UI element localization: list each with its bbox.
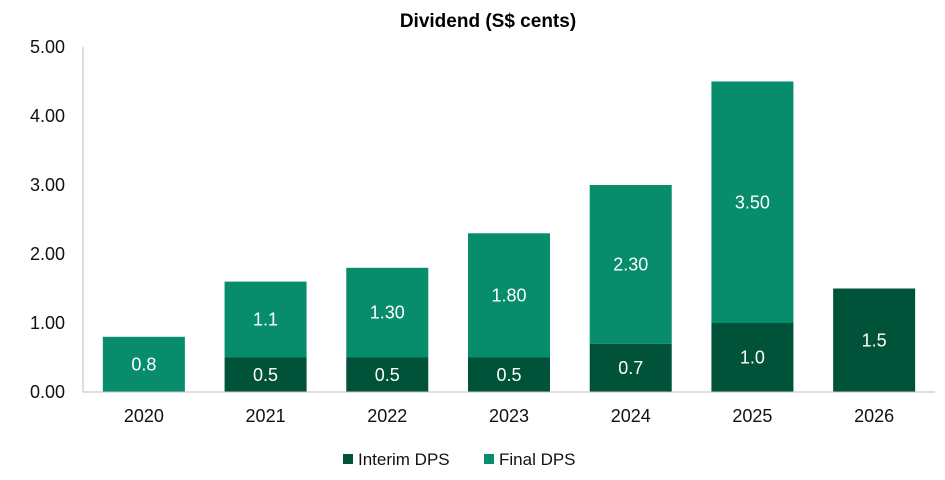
bar-interim-dps-2023 [468,357,550,392]
x-tick-label: 2020 [124,406,164,426]
y-tick-label: 1.00 [30,313,65,333]
bar-interim-dps-2026 [833,288,916,392]
x-tick-label: 2023 [489,406,529,426]
bar-interim-dps-2025 [711,323,794,392]
x-axis: 2020 2021 2022 2023 2024 2025 2026 [124,406,894,426]
x-tick-label: 2024 [611,406,651,426]
chart-title: Dividend (S$ cents) [400,11,576,32]
bar-final-dps-2022 [346,267,429,358]
bar-labels: 0.8 0.5 1.1 0.5 1.30 0.5 1.80 0.7 2.30 1.0 3.50 1.5 [131,192,886,385]
x-tick-label: 2021 [246,406,286,426]
bar-final-dps-2024 [589,185,672,344]
bar-interim-dps-2024 [589,343,672,392]
x-tick-label: 2025 [732,406,772,426]
data-label: 1.1 [253,310,278,330]
y-tick-label: 4.00 [30,106,65,126]
bars [102,81,916,392]
data-label: 0.5 [496,365,521,385]
x-tick-label: 2022 [367,406,407,426]
legend-swatch-interim-dps [343,454,353,464]
bar-interim-dps-2022 [346,357,429,392]
bar-interim-dps-2021 [224,357,307,392]
data-label: 1.0 [740,348,765,368]
legend-label-interim-dps: Interim DPS [358,450,450,469]
bar-final-dps-2020 [102,336,185,392]
data-label: 1.80 [491,285,526,305]
y-tick-label: 3.00 [30,175,65,195]
data-label: 2.30 [613,254,648,274]
legend-swatch-final-dps [484,454,494,464]
data-label: 1.5 [862,330,887,350]
y-axis: 0.00 1.00 2.00 3.00 4.00 5.00 [30,37,84,402]
legend: Interim DPS Final DPS [343,450,576,469]
y-tick-label: 0.00 [30,382,65,402]
data-label: 1.30 [370,303,405,323]
bar-final-dps-2021 [224,281,307,358]
bar-final-dps-2025 [711,81,794,323]
y-tick-label: 2.00 [30,244,65,264]
data-label: 0.5 [375,365,400,385]
y-tick-label: 5.00 [30,37,65,57]
bar-final-dps-2023 [468,233,550,358]
data-label: 0.5 [253,365,278,385]
x-tick-label: 2026 [854,406,894,426]
legend-label-final-dps: Final DPS [499,450,576,469]
data-label: 0.7 [618,358,643,378]
data-label: 3.50 [735,192,770,212]
data-label: 0.8 [131,354,156,374]
